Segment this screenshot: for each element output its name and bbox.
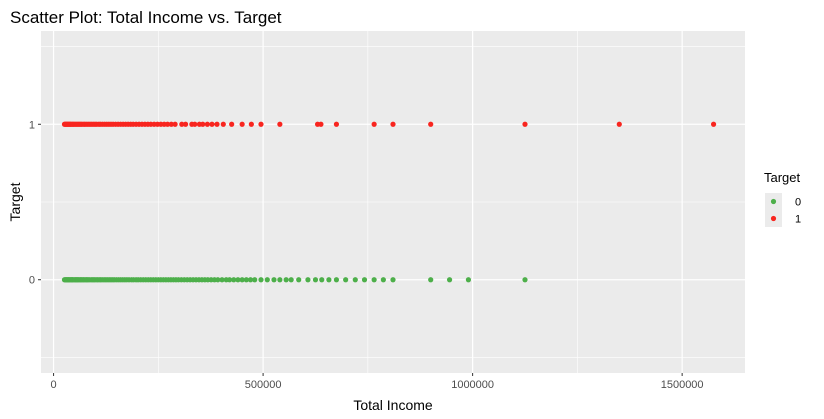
data-point [215,277,221,283]
data-point [229,121,235,127]
data-point [182,121,189,127]
data-point [319,277,325,283]
data-point [219,277,225,283]
data-point [343,277,349,283]
data-point [428,277,434,283]
legend-label: 1 [795,214,801,226]
data-point [231,277,237,283]
data-point [616,121,622,127]
data-point [283,277,289,283]
data-point [172,121,178,127]
data-point [312,277,319,283]
data-point [333,277,340,283]
data-point [248,121,254,127]
y-tick-label: 1 [29,119,35,131]
data-point [235,277,241,283]
data-point [277,277,283,283]
legend-items: 01 [765,193,801,227]
data-point [179,121,185,127]
x-tick-label: 1500000 [661,379,704,391]
data-point [252,277,258,283]
series-0-points [61,277,528,283]
data-point [390,277,396,283]
legend-label: 0 [795,197,801,209]
data-point [209,121,215,127]
data-point [522,121,528,127]
data-point [352,277,358,283]
data-point [214,121,220,127]
data-point [239,121,245,127]
y-axis-title: Target [7,182,23,221]
data-point [164,121,171,127]
data-point [247,277,254,283]
x-axis: 0 500000 1000000 1500000 [51,373,704,391]
data-point [226,277,233,283]
y-tick-label: 0 [29,275,35,287]
data-point [305,277,311,283]
x-tick-label: 1000000 [451,379,494,391]
legend-title: Target [764,170,801,185]
data-point [296,277,302,283]
data-point [380,277,386,283]
data-point [361,277,368,283]
data-point [200,121,206,127]
data-point [333,121,340,127]
data-point [277,121,283,127]
legend-marker [770,215,777,222]
data-point [371,121,377,127]
data-point [390,121,396,127]
data-point [326,277,332,283]
x-axis-title: Total Income [353,397,433,413]
data-point [220,121,226,127]
grid-minor [41,31,745,373]
data-point [288,277,294,283]
data-point [710,121,717,127]
y-axis: 01 [29,119,41,287]
data-point [465,277,472,283]
data-point [522,277,528,283]
data-point [239,277,245,283]
data-point [243,277,249,283]
x-tick-label: 500000 [245,379,282,391]
data-point [428,121,434,127]
data-point [271,277,277,283]
data-points [61,121,717,283]
legend: Target 01 [764,170,801,227]
data-point [264,277,270,283]
data-point [192,121,198,127]
data-point [168,121,174,127]
data-point [318,121,324,127]
x-tick-label: 0 [51,379,57,391]
series-1-points [61,121,717,127]
data-point [258,277,264,283]
data-point [258,121,264,127]
data-point [371,277,377,283]
legend-marker [770,198,777,205]
data-point [446,277,453,283]
data-point [204,121,210,127]
chart-title: Scatter Plot: Total Income vs. Target [10,8,282,27]
